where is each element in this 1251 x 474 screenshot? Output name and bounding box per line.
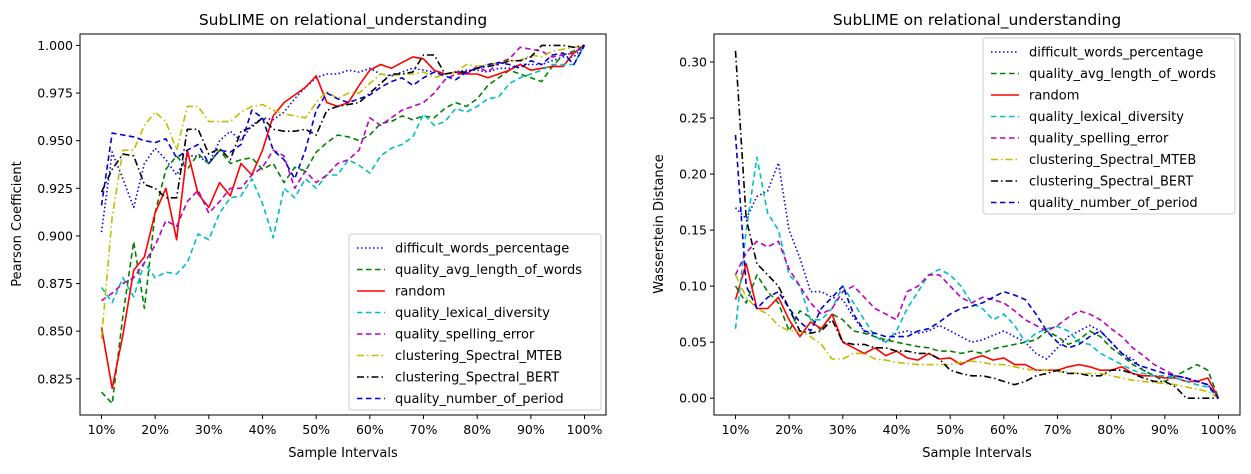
wasserstein-y-tick-label: 0.25 [679,111,707,126]
pearson-x-tick-label: 50% [302,422,330,437]
wasserstein-x-ticks: 10% 20% 30% 40% 50% 60% 70% 80% 90% 100% [722,415,1237,437]
pearson-legend-box [348,233,602,411]
pearson-chart: SubLIME on relational_understanding 0.82… [10,11,607,461]
pearson-x-tick-label: 90% [517,422,545,437]
pearson-y-tick-label: 0.900 [37,228,73,243]
pearson-y-tick-label: 1.000 [37,38,73,53]
pearson-legend-label: quality_number_of_period [395,392,564,407]
pearson-y-axis-label: Pearson Coefficient [10,161,25,286]
wasserstein-series-line-clustering-Spectral-MTEB [734,274,1219,399]
pearson-y-tick-label: 0.950 [37,133,73,148]
wasserstein-x-tick-label: 20% [775,422,803,437]
wasserstein-legend-label: quality_spelling_error [1029,132,1169,147]
wasserstein-y-tick-label: 0.30 [679,55,707,70]
wasserstein-y-tick-label: 0.00 [679,391,707,406]
wasserstein-series-line-quality-number-of-period [734,134,1220,399]
pearson-x-tick-label: 70% [410,422,438,437]
pearson-x-ticks: 10% 20% 30% 40% 50% 60% 70% 80% 90% 100% [88,415,603,437]
wasserstein-series-line-clustering-Spectral-BERT [734,50,1219,400]
wasserstein-x-axis-label: Sample Intervals [922,446,1032,461]
pearson-legend-label: random [395,285,445,300]
pearson-x-tick-label: 40% [249,422,277,437]
wasserstein-series-line-quality-lexical-diversity [734,156,1220,399]
wasserstein-chart-title: SubLIME on relational_understanding [833,11,1121,30]
pearson-y-tick-label: 0.825 [37,371,73,386]
pearson-x-axis-label: Sample Intervals [288,446,398,461]
wasserstein-series-group [734,50,1220,400]
wasserstein-legend-label: quality_avg_length_of_words [1029,67,1216,82]
pearson-y-tick-label: 0.875 [37,276,73,291]
wasserstein-legend-label: clustering_Spectral_MTEB [1029,153,1196,168]
wasserstein-y-axis-label: Wasserstein Distance [652,154,667,294]
pearson-y-ticks: 0.825 0.850 0.875 0.900 0.925 0.950 0.975 1.000 [37,38,80,386]
pearson-series-line-quality-spelling-error [101,44,585,302]
pearson-series-group [100,44,586,405]
pearson-legend-label: clustering_Spectral_BERT [395,371,559,386]
pearson-x-tick-label: 20% [141,422,169,437]
pearson-y-tick-label: 0.975 [37,86,73,101]
wasserstein-x-tick-label: 30% [829,422,857,437]
pearson-legend-label: quality_avg_length_of_words [395,263,582,278]
wasserstein-legend-box [982,37,1236,215]
pearson-y-tick-label: 0.850 [37,324,73,339]
wasserstein-legend-label: random [1029,89,1079,104]
wasserstein-legend-label: clustering_Spectral_BERT [1029,175,1193,190]
wasserstein-x-tick-label: 70% [1044,422,1072,437]
pearson-x-tick-label: 10% [88,422,116,437]
wasserstein-legend-label: quality_lexical_diversity [1029,110,1184,125]
wasserstein-y-tick-label: 0.05 [679,335,707,350]
wasserstein-series-line-difficult-words-percentage [734,162,1220,399]
wasserstein-y-ticks: 0.00 0.05 0.10 0.15 0.20 0.25 0.30 [679,55,714,406]
pearson-legend-label: quality_lexical_diversity [395,306,550,321]
wasserstein-x-tick-label: 60% [990,422,1018,437]
pearson-plot-frame [79,33,607,416]
wasserstein-x-tick-label: 80% [1097,422,1125,437]
wasserstein-legend-label: quality_number_of_period [1029,196,1198,211]
wasserstein-x-tick-label: 40% [883,422,911,437]
wasserstein-y-tick-label: 0.10 [679,279,707,294]
pearson-x-tick-label: 100% [567,422,603,437]
wasserstein-x-tick-label: 50% [936,422,964,437]
wasserstein-plot-frame [713,33,1241,416]
pearson-legend-label: difficult_words_percentage [395,242,569,257]
pearson-series-line-difficult-words-percentage [100,44,586,233]
pearson-x-tick-label: 30% [195,422,223,437]
pearson-legend: difficult_words_percentage quality_avg_le… [348,233,602,411]
pearson-legend-label: clustering_Spectral_MTEB [395,349,562,364]
wasserstein-y-tick-label: 0.20 [679,167,707,182]
wasserstein-series-line-quality-avg-length-of-words [734,274,1220,399]
pearson-x-tick-label: 60% [356,422,384,437]
pearson-y-tick-label: 0.925 [37,181,73,196]
wasserstein-legend-label: difficult_words_percentage [1029,46,1203,61]
pearson-series-line-quality-number-of-period [100,45,586,206]
pearson-x-tick-label: 80% [463,422,491,437]
wasserstein-series-line-random [734,262,1220,399]
pearson-series-line-clustering-Spectral-MTEB [100,44,585,339]
wasserstein-x-tick-label: 90% [1151,422,1179,437]
pearson-series-line-random [100,44,585,390]
pearson-legend-label: quality_spelling_error [395,328,535,343]
wasserstein-y-tick-label: 0.15 [679,223,707,238]
wasserstein-legend: difficult_words_percentage quality_avg_le… [982,37,1236,215]
pearson-chart-title: SubLIME on relational_understanding [199,11,487,30]
wasserstein-x-tick-label: 10% [722,422,750,437]
wasserstein-chart: SubLIME on relational_understanding 0.00… [652,11,1241,461]
wasserstein-x-tick-label: 100% [1201,422,1237,437]
pearson-series-line-clustering-Spectral-BERT [100,44,585,199]
